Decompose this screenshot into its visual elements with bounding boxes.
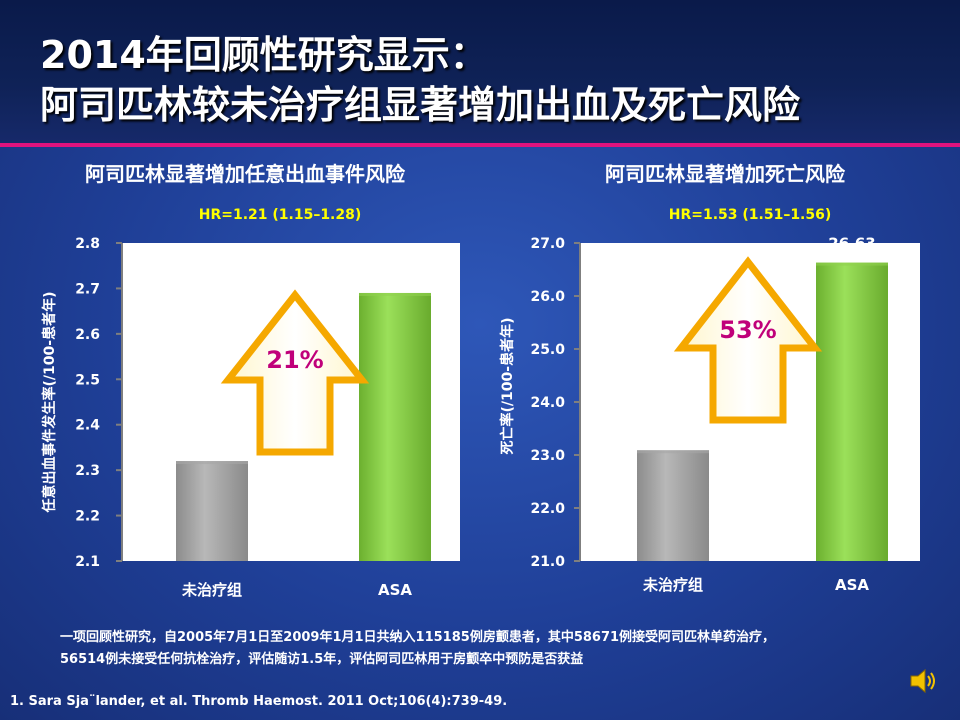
chart-1-y-axis-label: 任意出血事件发生率(/100-患者年) (41, 292, 58, 514)
bar-value-label: 2.69 (376, 265, 413, 283)
y-tick-label: 2.8 (75, 236, 100, 252)
y-tick-label: 24.0 (530, 395, 565, 411)
chart-1-increase-percent: 21% (266, 346, 323, 374)
y-tick-label: 2.3 (75, 463, 100, 479)
y-tick-label: 26.0 (530, 289, 565, 305)
x-category-label: 未治疗组 (181, 581, 242, 599)
chart-2-increase-percent: 53% (719, 316, 776, 344)
study-description-line-1: 一项回顾性研究，自2005年7月1日至2009年1月1日共纳入115185例房颤… (60, 630, 776, 645)
y-tick-label: 22.0 (530, 501, 565, 517)
x-category-label: ASA (378, 581, 412, 599)
chart-1-title: 阿司匹林显著增加任意出血事件风险 (85, 162, 405, 186)
bar-asa (816, 262, 888, 561)
y-tick-label: 25.0 (530, 342, 565, 358)
mortality-risk-chart: 27.026.025.024.023.022.021.0 23.0926.63 … (499, 235, 920, 594)
chart-1-y-axis: 2.8 2.7 2.6 2.5 2.4 2.3 2.2 2.1 (75, 236, 123, 570)
accent-divider (0, 143, 960, 147)
chart-2-hazard-ratio: HR=1.53 (1.51–1.56) (668, 207, 832, 223)
y-tick-label: 2.6 (75, 327, 100, 343)
study-description-line-2: 56514例未接受任何抗栓治疗，评估随访1.5年，评估阿司匹林用于房颤卒中预防是… (60, 652, 584, 667)
chart-2-increase-arrow: 53% (673, 256, 823, 424)
chart-2-title: 阿司匹林显著增加死亡风险 (605, 162, 845, 186)
bar-value-label: 23.09 (649, 422, 696, 440)
bar-untreated (637, 450, 709, 561)
bar-untreated (176, 461, 248, 561)
y-tick-label: 2.5 (75, 372, 100, 388)
chart-2-y-axis: 27.0 26.0 25.0 24.0 23.0 22.0 21.0 (530, 236, 581, 570)
title-banner: 2014年回顾性研究显示： 阿司匹林较未治疗组显著增加出血及死亡风险 (0, 0, 960, 143)
y-tick-label: 2.2 (75, 509, 100, 525)
bar-asa (359, 292, 431, 561)
y-tick-label: 2.1 (75, 554, 100, 570)
y-tick-label: 2.7 (75, 281, 100, 297)
chart-1-hazard-ratio: HR=1.21 (1.15–1.28) (198, 207, 362, 223)
y-tick-label: 27.0 (530, 236, 565, 252)
reference-citation: 1. Sara Sja¨lander, et al. Thromb Haemos… (10, 694, 508, 709)
y-tick-label: 2.4 (75, 418, 100, 434)
slide-title: 2014年回顾性研究显示： 阿司匹林较未治疗组显著增加出血及死亡风险 (40, 30, 940, 130)
bleeding-risk-chart: 2.8 2.7 2.6 2.5 2.4 2.3 2.2 2.1 2.32 2.69 未治疗组 AS… (41, 236, 460, 599)
study-description: 一项回顾性研究，自2005年7月1日至2009年1月1日共纳入115185例房颤… (60, 627, 920, 671)
slide-title-line-1: 2014年回顾性研究显示： (40, 33, 488, 77)
speaker-icon[interactable] (905, 664, 939, 698)
bar-value-label: 2.32 (193, 433, 230, 451)
slide-title-line-2: 阿司匹林较未治疗组显著增加出血及死亡风险 (40, 83, 801, 127)
chart-1-increase-arrow: 21% (220, 289, 370, 456)
x-category-label: 未治疗组 (642, 576, 703, 594)
chart-2-y-axis-label: 死亡率(/100-患者年) (499, 318, 516, 456)
bar-value-label: 26.63 (828, 235, 875, 253)
x-category-label: ASA (835, 576, 869, 594)
y-tick-label: 21.0 (530, 554, 565, 570)
y-tick-label: 23.0 (530, 448, 565, 464)
